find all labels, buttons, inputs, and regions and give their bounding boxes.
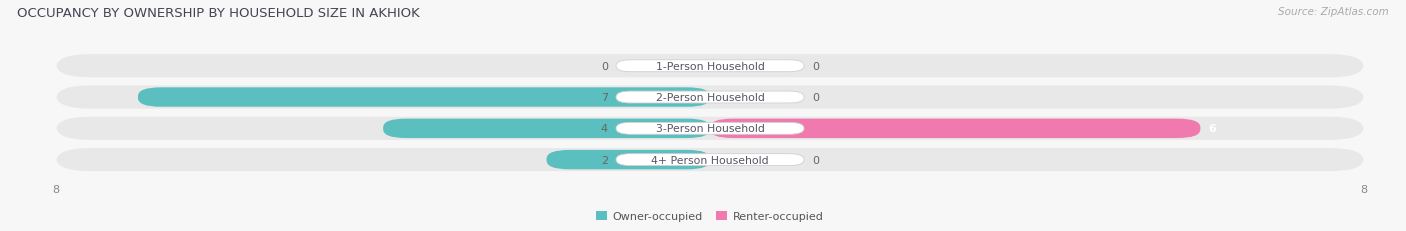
Text: 7: 7 [600,93,607,103]
FancyBboxPatch shape [616,123,804,135]
Text: 0: 0 [813,61,820,71]
FancyBboxPatch shape [547,150,710,170]
Text: 3-Person Household: 3-Person Household [655,124,765,134]
FancyBboxPatch shape [616,61,804,72]
Text: 6: 6 [1209,124,1216,134]
Text: 2-Person Household: 2-Person Household [655,93,765,103]
Text: OCCUPANCY BY OWNERSHIP BY HOUSEHOLD SIZE IN AKHIOK: OCCUPANCY BY OWNERSHIP BY HOUSEHOLD SIZE… [17,7,419,20]
Text: 0: 0 [813,93,820,103]
Text: 4+ Person Household: 4+ Person Household [651,155,769,165]
FancyBboxPatch shape [616,154,804,166]
Text: Source: ZipAtlas.com: Source: ZipAtlas.com [1278,7,1389,17]
FancyBboxPatch shape [56,86,1364,109]
FancyBboxPatch shape [56,55,1364,78]
FancyBboxPatch shape [56,148,1364,171]
FancyBboxPatch shape [56,117,1364,140]
Text: 2: 2 [600,155,607,165]
Text: 0: 0 [813,155,820,165]
Legend: Owner-occupied, Renter-occupied: Owner-occupied, Renter-occupied [592,207,828,225]
FancyBboxPatch shape [710,119,1201,138]
FancyBboxPatch shape [382,119,710,138]
Text: 4: 4 [600,124,607,134]
Text: 0: 0 [600,61,607,71]
Text: 1-Person Household: 1-Person Household [655,61,765,71]
FancyBboxPatch shape [138,88,710,107]
FancyBboxPatch shape [616,92,804,103]
